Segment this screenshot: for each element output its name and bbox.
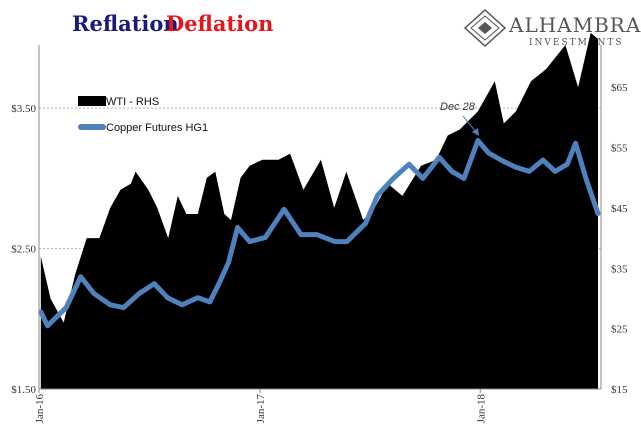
legend-swatch-copper: [78, 124, 106, 130]
logo-name: ALHAMBRA: [508, 13, 641, 37]
annotation-arrowhead: [472, 128, 479, 136]
right-tick-label: $45: [611, 203, 628, 215]
alhambra-logo: ALHAMBRA INVESTMENTS: [463, 8, 641, 48]
axes: $1.50 $2.50 $3.50 $15 $25 $35 $45 $55 $65 Jan-16 J…: [11, 45, 628, 423]
chart-title-part1: Reflation: [72, 11, 179, 36]
copper-line-series: [38, 138, 601, 329]
x-tick-label: Jan-18: [475, 394, 487, 424]
annotation: Dec 28: [440, 101, 479, 136]
plot-area: [38, 32, 601, 390]
annotation-text: Dec 28: [440, 101, 476, 113]
x-tick-label: Jan-17: [255, 394, 267, 424]
left-tick-label: $2.50: [11, 244, 36, 256]
right-tick-label: $15: [611, 384, 628, 396]
legend-label-wti: WTI - RHS: [106, 96, 159, 108]
annotation-arrow-line: [462, 115, 478, 134]
left-tick-label: $1.50: [11, 384, 36, 396]
logo-sub: INVESTMENTS: [529, 38, 624, 48]
right-tick-label: $65: [611, 82, 628, 94]
right-tick-label: $25: [611, 324, 628, 336]
left-tick-label: $3.50: [11, 103, 36, 115]
wti-area-series: [40, 32, 599, 390]
right-tick-label: $55: [611, 143, 628, 155]
legend-swatch-wti: [78, 96, 106, 106]
right-tick-label: $35: [611, 263, 628, 275]
legend-label-copper: Copper Futures HG1: [106, 122, 208, 134]
logo-diamond-icon: [463, 8, 507, 48]
legend: WTI - RHS Copper Futures HG1: [78, 96, 208, 134]
x-tick-label: Jan-16: [34, 394, 46, 424]
chart-title-part2: Deflation: [166, 11, 273, 36]
